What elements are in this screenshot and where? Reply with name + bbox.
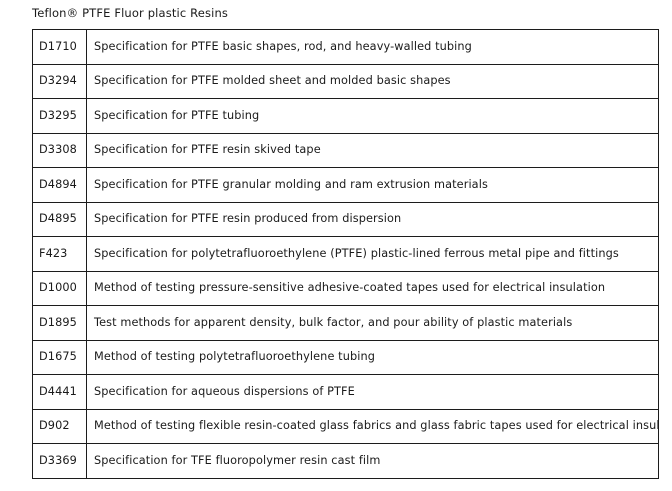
- table-row: D1000 Method of testing pressure-sensitiv…: [32, 270, 659, 306]
- standard-code-cell: D3369: [32, 443, 87, 479]
- standard-code-cell: D1710: [32, 29, 87, 65]
- specifications-table: D1710 Specification for PTFE basic shapes…: [32, 29, 659, 479]
- standard-code-cell: D4895: [32, 201, 87, 237]
- table-row: D3369 Specification for TFE fluoropolymer…: [32, 443, 659, 479]
- standard-description-cell: Method of testing flexible resin-coated …: [86, 408, 659, 444]
- standard-code-cell: D1675: [32, 339, 87, 375]
- table-row: D902 Method of testing flexible resin-coa…: [32, 408, 659, 444]
- standard-code-cell: D3295: [32, 98, 87, 134]
- standard-code-cell: D902: [32, 408, 87, 444]
- standard-description-cell: Test methods for apparent density, bulk …: [86, 305, 659, 341]
- standard-description-cell: Method of testing polytetrafluoroethylen…: [86, 339, 659, 375]
- standard-description-cell: Specification for aqueous dispersions of…: [86, 374, 659, 410]
- table-row: D3308 Specification for PTFE resin skived…: [32, 132, 659, 168]
- table-row: F423 Specification for polytetrafluoroeth…: [32, 236, 659, 272]
- table-row: D1675 Method of testing polytetrafluoroet…: [32, 339, 659, 375]
- table-row: D4894 Specification for PTFE granular mol…: [32, 167, 659, 203]
- page-title: Teflon® PTFE Fluor plastic Resins: [32, 6, 229, 20]
- standard-description-cell: Specification for polytetrafluoroethylen…: [86, 236, 659, 272]
- standard-description-cell: Specification for PTFE molded sheet and …: [86, 63, 659, 99]
- standard-description-cell: Specification for PTFE basic shapes, rod…: [86, 29, 659, 65]
- standard-description-cell: Specification for PTFE granular molding …: [86, 167, 659, 203]
- standard-code-cell: D1895: [32, 305, 87, 341]
- table-body: D1710 Specification for PTFE basic shapes…: [32, 29, 659, 479]
- standard-code-cell: D3294: [32, 63, 87, 99]
- standard-code-cell: D4441: [32, 374, 87, 410]
- standard-description-cell: Method of testing pressure-sensitive adh…: [86, 270, 659, 306]
- standard-description-cell: Specification for PTFE resin produced fr…: [86, 201, 659, 237]
- table-row: D4441 Specification for aqueous dispersio…: [32, 374, 659, 410]
- table-row: D4895 Specification for PTFE resin produc…: [32, 201, 659, 237]
- standard-description-cell: Specification for TFE fluoropolymer resi…: [86, 443, 659, 479]
- standard-description-cell: Specification for PTFE resin skived tape: [86, 132, 659, 168]
- standard-code-cell: D4894: [32, 167, 87, 203]
- table-row: D3294 Specification for PTFE molded sheet…: [32, 63, 659, 99]
- standard-code-cell: F423: [32, 236, 87, 272]
- standard-code-cell: D3308: [32, 132, 87, 168]
- standard-description-cell: Specification for PTFE tubing: [86, 98, 659, 134]
- table-row: D1710 Specification for PTFE basic shapes…: [32, 29, 659, 65]
- table-row: D1895 Test methods for apparent density, …: [32, 305, 659, 341]
- standard-code-cell: D1000: [32, 270, 87, 306]
- table-row: D3295 Specification for PTFE tubing: [32, 98, 659, 134]
